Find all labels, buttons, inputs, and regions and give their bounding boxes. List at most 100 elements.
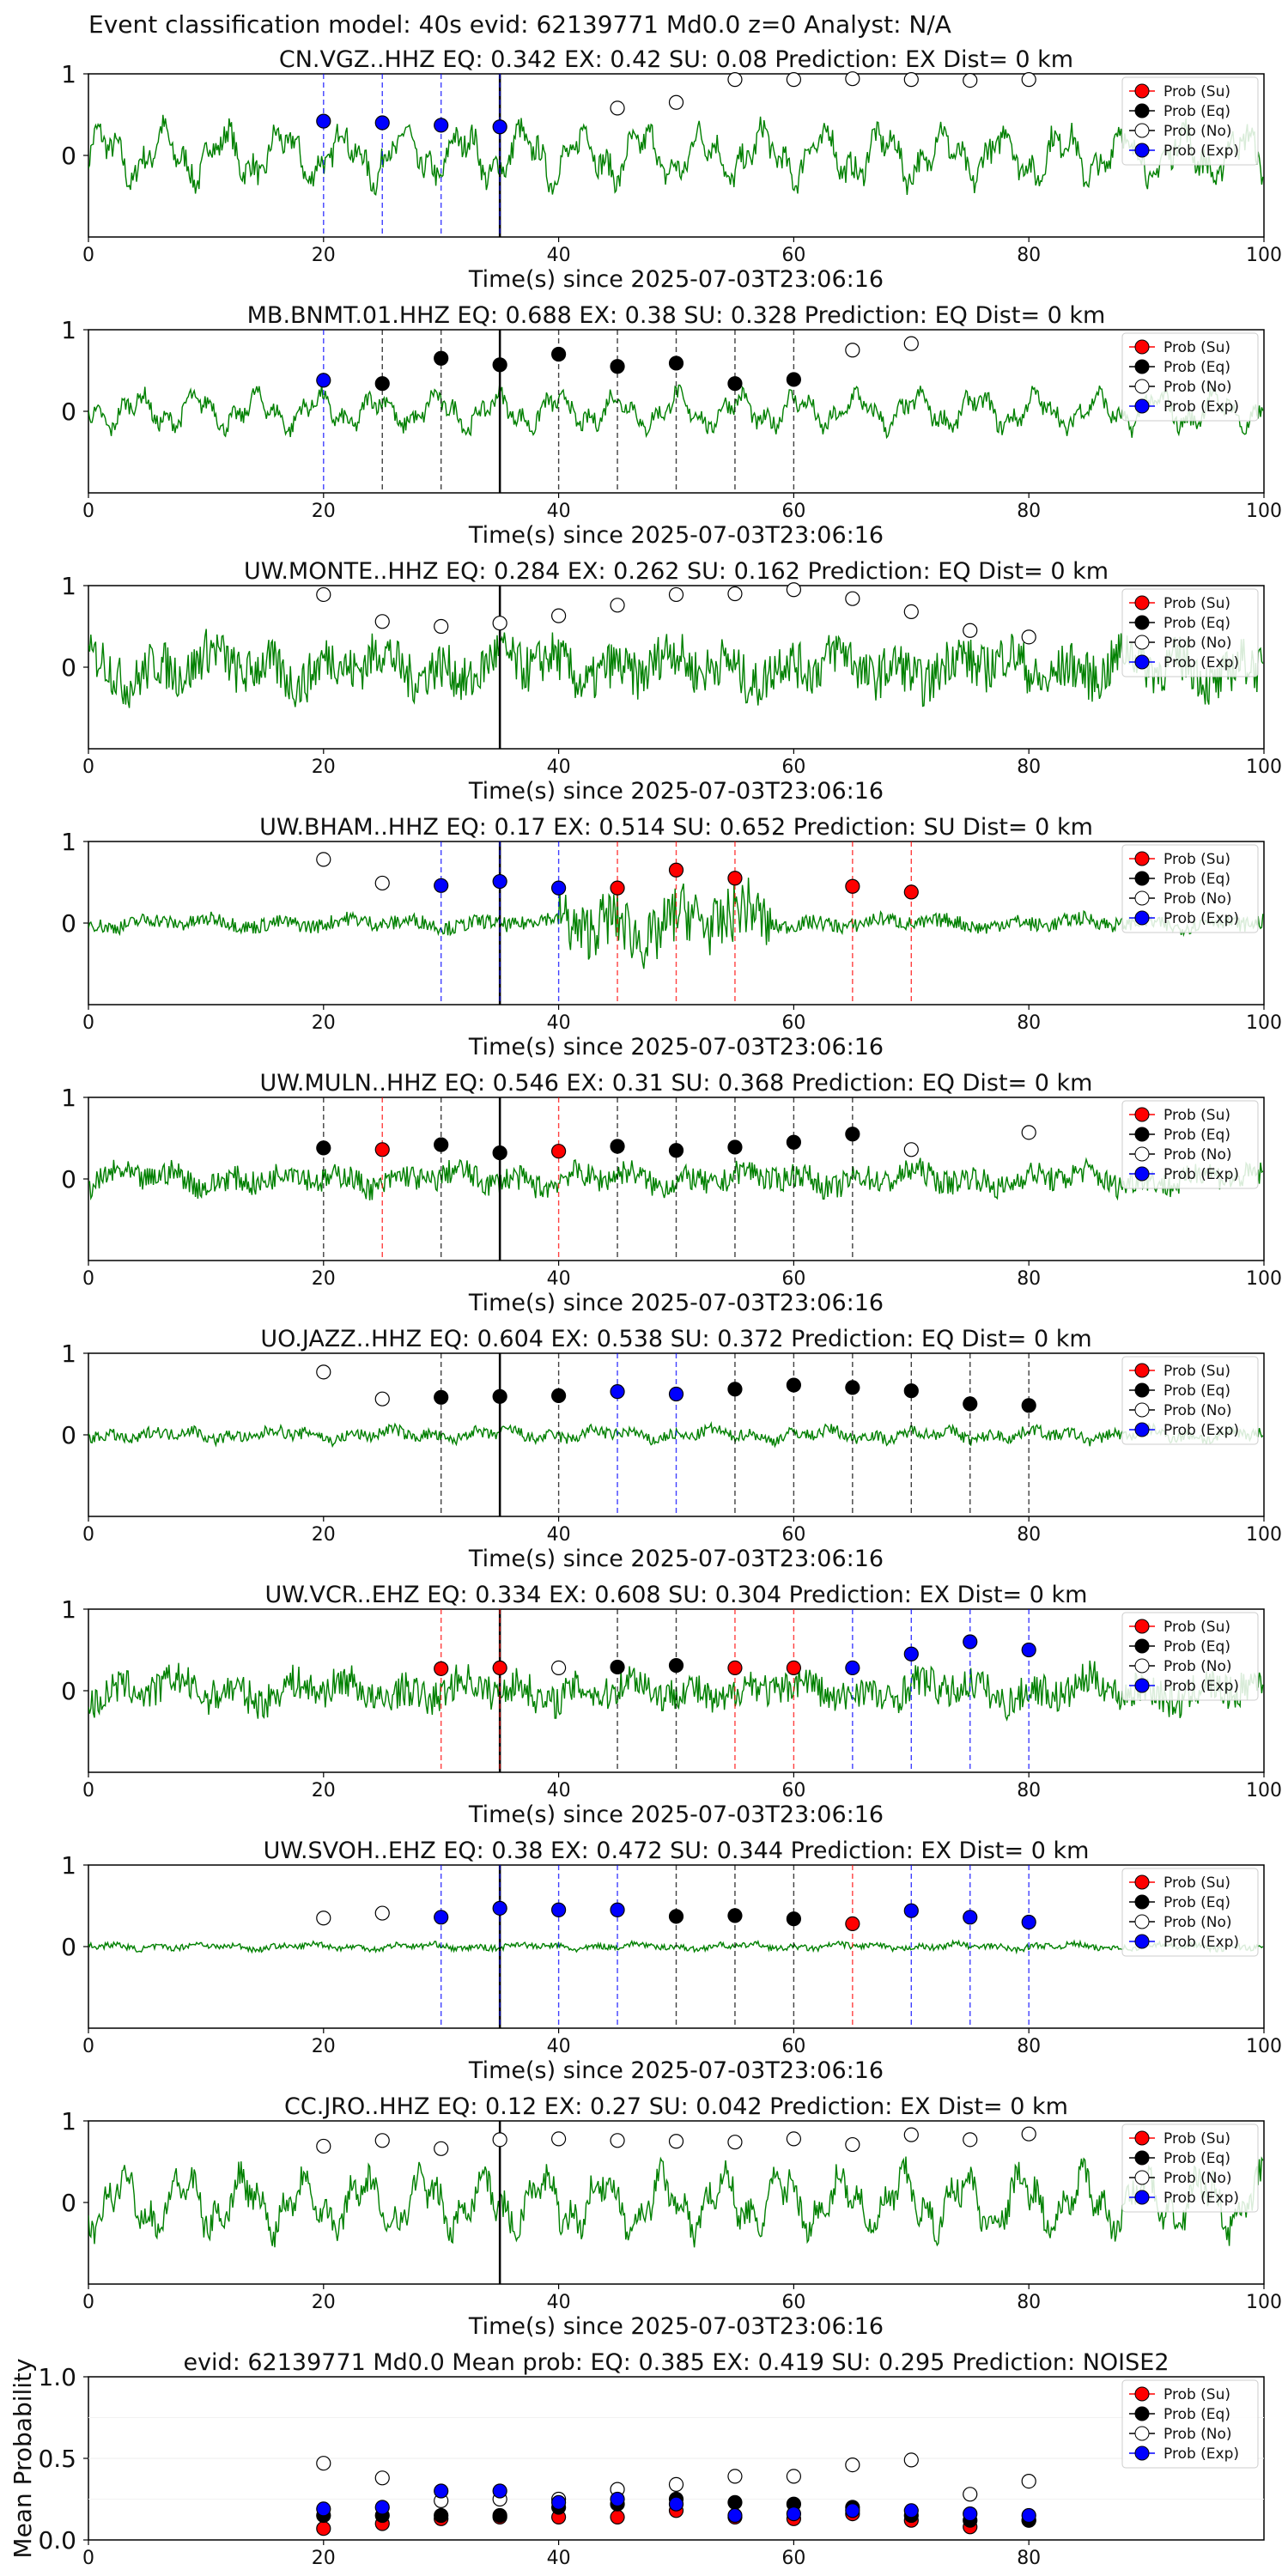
waveform-trace (88, 384, 1264, 440)
prob-marker (845, 591, 860, 606)
mean-prob-marker (963, 2487, 978, 2502)
mean-prob-marker (668, 2496, 684, 2512)
ytick-label: 1 (61, 572, 76, 600)
panel-8: UW.SVOH..EHZ EQ: 0.38 EX: 0.472 SU: 0.34… (61, 1838, 1282, 2084)
mean-prob-marker (434, 2507, 449, 2524)
prob-marker (668, 1143, 684, 1158)
legend-box (1121, 76, 1259, 166)
legend-label-su: Prob (Su) (1163, 339, 1230, 356)
legend-label-no: Prob (No) (1163, 2170, 1232, 2187)
prob-marker (727, 1908, 743, 1923)
waveform-trace (88, 2156, 1264, 2248)
prob-marker (786, 72, 802, 88)
ytick-label: 0 (61, 2189, 76, 2217)
ytick-label: 0 (61, 653, 76, 682)
prob-marker (374, 875, 390, 891)
prob-marker (727, 376, 743, 392)
prob-marker (492, 1900, 507, 1916)
mean-prob-marker (316, 2456, 331, 2471)
ytick-label: 0 (61, 1933, 76, 1961)
prob-marker (492, 119, 507, 135)
xtick-label: 0 (82, 2548, 94, 2569)
prob-marker (845, 71, 860, 87)
legend-label-ex: Prob (Exp) (1163, 2190, 1239, 2207)
legend-marker-eq (1134, 871, 1150, 886)
xtick-label: 100 (1246, 756, 1282, 778)
legend-label-eq: Prob (Eq) (1163, 103, 1230, 120)
prob-marker (610, 1659, 625, 1675)
legend-marker-ex (1134, 654, 1150, 670)
prob-marker (963, 623, 978, 638)
legend-label-eq: Prob (Eq) (1163, 1638, 1230, 1656)
xtick-label: 100 (1246, 1524, 1282, 1546)
legend-box (1121, 332, 1259, 422)
legend-marker-eq (1134, 1127, 1150, 1142)
xtick-label: 100 (1246, 245, 1282, 266)
xtick-label: 40 (547, 756, 571, 778)
legend-marker-no (1134, 890, 1150, 906)
legend-marker-ex (1134, 1422, 1150, 1437)
prob-marker (374, 115, 390, 131)
xtick-label: 80 (1017, 1524, 1041, 1546)
prob-marker (786, 1660, 802, 1676)
legend-marker-ex (1134, 1166, 1150, 1182)
legend-marker-no (1134, 2426, 1150, 2441)
panel-3: UW.MONTE..HHZ EQ: 0.284 EX: 0.262 SU: 0.… (61, 558, 1282, 805)
prob-marker (903, 1903, 919, 1918)
legend-label-ex: Prob (Exp) (1163, 2445, 1239, 2463)
legend-marker-no (1134, 2170, 1150, 2185)
xtick-label: 100 (1246, 501, 1282, 522)
xtick-label: 80 (1017, 2548, 1041, 2569)
xtick-label: 40 (547, 1012, 571, 1034)
legend-label-no: Prob (No) (1163, 123, 1232, 140)
ytick-label: 1 (61, 60, 76, 88)
waveform-trace (88, 629, 1264, 708)
legend-label-eq: Prob (Eq) (1163, 2406, 1230, 2423)
prob-marker (550, 2131, 567, 2147)
x-axis-label: Time(s) since 2025-07-03T23:06:16 (468, 1546, 884, 1572)
prob-marker (374, 614, 390, 629)
panel-4: UW.BHAM..HHZ EQ: 0.17 EX: 0.514 SU: 0.65… (61, 814, 1282, 1060)
prob-marker (434, 1661, 449, 1676)
xtick-label: 80 (1017, 1780, 1041, 1801)
prob-marker (668, 355, 684, 371)
legend-label-ex: Prob (Exp) (1163, 143, 1239, 160)
mean-prob-marker (492, 2483, 507, 2499)
legend-label-ex: Prob (Exp) (1163, 1678, 1239, 1695)
legend-label-no: Prob (No) (1163, 890, 1232, 908)
prob-marker (1021, 1914, 1036, 1930)
ytick-label: 1 (61, 2107, 76, 2136)
legend-label-ex: Prob (Exp) (1163, 1166, 1239, 1183)
mean-prob-marker (492, 2507, 507, 2524)
legend-marker-su (1134, 339, 1150, 355)
mean-prob-marker (963, 2506, 978, 2522)
xtick-label: 20 (312, 756, 336, 778)
mean-prob-marker (845, 2458, 860, 2473)
legend-marker-ex (1134, 143, 1150, 158)
prob-marker (374, 1905, 390, 1921)
panel-9: CC.JRO..HHZ EQ: 0.12 EX: 0.27 SU: 0.042 … (61, 2093, 1282, 2340)
legend-label-su: Prob (Su) (1163, 1363, 1230, 1380)
legend-marker-eq (1134, 1894, 1150, 1910)
xtick-label: 40 (547, 1524, 571, 1546)
xtick-label: 0 (82, 501, 94, 522)
panel-title: UW.MULN..HHZ EQ: 0.546 EX: 0.31 SU: 0.36… (260, 1070, 1093, 1097)
legend-box (1121, 2379, 1259, 2469)
legend-label-su: Prob (Su) (1163, 1107, 1230, 1124)
mean-prob-marker (374, 2470, 390, 2486)
legend-marker-no (1134, 1146, 1150, 1162)
panel-title: MB.BNMT.01.HHZ EQ: 0.688 EX: 0.38 SU: 0.… (247, 302, 1106, 329)
ytick-label: 1 (61, 1595, 76, 1624)
xtick-label: 40 (547, 1780, 571, 1801)
prob-marker (610, 100, 625, 116)
xtick-label: 60 (781, 1780, 805, 1801)
xtick-label: 20 (312, 2548, 336, 2569)
panel-1: CN.VGZ..HHZ EQ: 0.342 EX: 0.42 SU: 0.08 … (61, 46, 1282, 293)
mean-prob-marker (786, 2506, 802, 2522)
prob-marker (727, 586, 743, 602)
legend-label-no: Prob (No) (1163, 1402, 1232, 1419)
ytick-label: 1 (61, 1851, 76, 1880)
mean-prob-marker (550, 2494, 567, 2510)
legend-label-su: Prob (Su) (1163, 83, 1230, 100)
